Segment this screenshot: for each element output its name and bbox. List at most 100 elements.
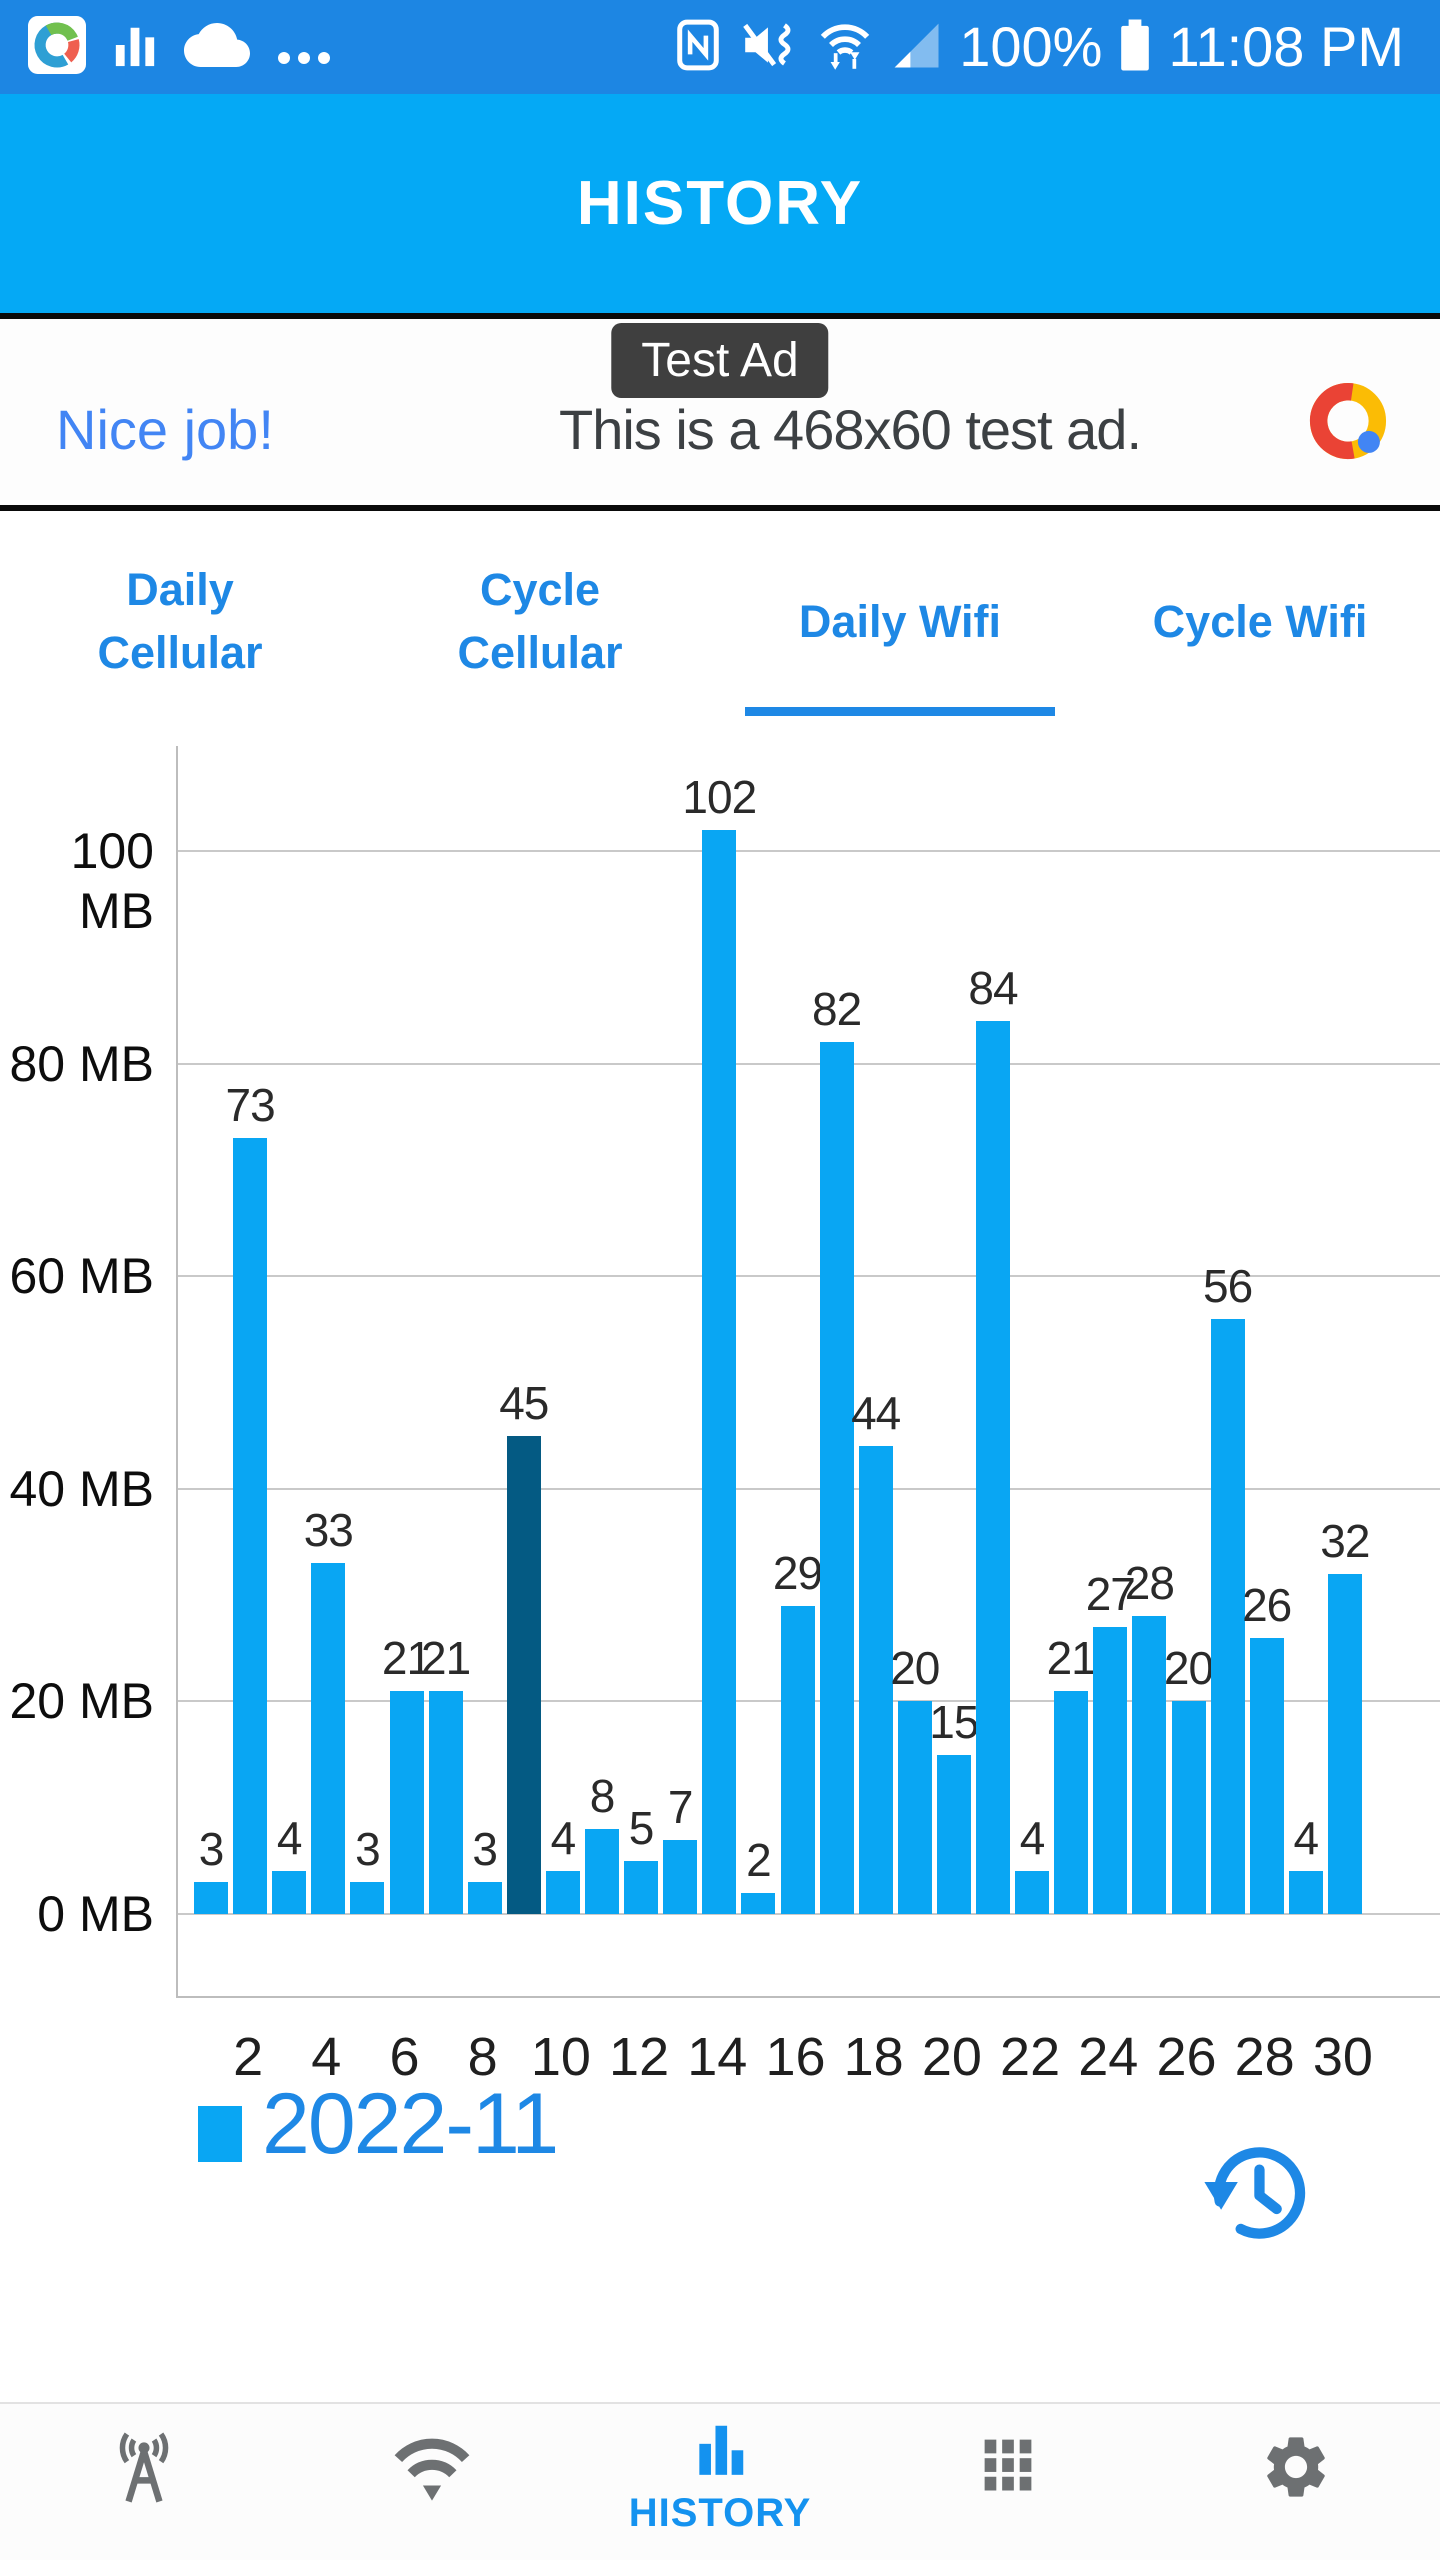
overflow-dots-icon [276, 46, 332, 75]
tab-label: Cycle Wifi [1152, 595, 1368, 647]
bar-day-23[interactable] [1054, 1691, 1089, 1914]
bottom-nav: HISTORY [0, 2402, 1440, 2560]
ad-headline: Nice job! [56, 398, 274, 461]
bar-day-30[interactable] [1327, 1574, 1362, 1914]
legend-swatch [198, 2106, 242, 2162]
tabs: Daily Cellular Cycle Cellular Daily Wifi Cy… [0, 511, 1440, 731]
bar-value-label: 56 [1203, 1260, 1253, 1312]
bar-day-5[interactable] [350, 1882, 385, 1914]
x-axis-label: 18 [843, 2027, 904, 2087]
history-bars-icon [689, 2418, 751, 2485]
nfc-icon [673, 18, 723, 77]
bar-day-11[interactable] [585, 1829, 619, 1914]
bar-day-22[interactable] [1015, 1871, 1050, 1914]
wifi-updown-icon [817, 17, 873, 78]
x-axis-label: 28 [1234, 2027, 1295, 2087]
tab-daily-wifi[interactable]: Daily Wifi [720, 511, 1080, 731]
bar-value-label: 4 [550, 1812, 577, 1864]
mute-vibrate-icon [739, 18, 801, 77]
bar-day-21[interactable] [976, 1021, 1010, 1914]
app-donut-chart-icon [28, 15, 86, 79]
y-grid-line [178, 850, 1440, 852]
bar-day-17[interactable] [819, 1042, 854, 1914]
bar-day-4[interactable] [311, 1563, 346, 1914]
bar-value-label: 4 [1019, 1812, 1046, 1864]
bar-day-2[interactable] [233, 1138, 268, 1914]
y-axis-label: 0 MB [37, 1886, 154, 1942]
bar-day-9[interactable] [506, 1436, 541, 1914]
bar-day-7[interactable] [428, 1691, 463, 1914]
bar-value-label: 21 [381, 1632, 432, 1684]
bar-value-label: 82 [812, 983, 862, 1035]
bar-day-19[interactable] [897, 1701, 932, 1914]
bar-day-29[interactable] [1288, 1871, 1323, 1914]
status-bar-right: 100% 11:08 PM [673, 0, 1404, 94]
bar-day-28[interactable] [1249, 1638, 1284, 1914]
nav-history-label: HISTORY [628, 2491, 812, 2535]
bar-day-24[interactable] [1093, 1627, 1128, 1914]
bar-value-label: 32 [1320, 1515, 1370, 1567]
tab-label: Daily Cellular [97, 564, 263, 678]
bar-day-12[interactable] [624, 1861, 659, 1914]
battery-icon [1118, 17, 1152, 78]
bar-day-16[interactable] [780, 1606, 815, 1914]
y-grid-line [178, 1062, 1440, 1065]
x-axis-label: 12 [609, 2027, 670, 2087]
x-axis-label: 30 [1312, 2027, 1373, 2087]
signal-strength-icon [889, 18, 943, 77]
bar-day-13[interactable] [663, 1840, 698, 1914]
bar-value-label: 73 [225, 1079, 276, 1131]
bar-day-26[interactable] [1171, 1701, 1206, 1914]
tab-cycle-wifi[interactable]: Cycle Wifi [1080, 511, 1440, 731]
tab-daily-cellular[interactable]: Daily Cellular [0, 511, 360, 731]
battery-percent: 100% [959, 15, 1103, 78]
nav-wifi-button[interactable] [288, 2404, 576, 2560]
bar-value-label: 5 [628, 1802, 655, 1854]
ad-test-badge: Test Ad [611, 323, 829, 398]
nav-history-button[interactable]: HISTORY [576, 2404, 864, 2560]
bar-day-14[interactable] [702, 830, 737, 1914]
ad-body-text: This is a 468x60 test ad. [558, 398, 1142, 461]
bar-value-label: 3 [472, 1823, 498, 1875]
bar-day-10[interactable] [545, 1871, 580, 1914]
bar-value-label: 21 [421, 1632, 471, 1684]
app-header: HISTORY [0, 94, 1440, 313]
tab-label: Cycle Cellular [457, 564, 623, 678]
bar-day-27[interactable] [1210, 1319, 1245, 1914]
legend-label: 2022-11 [262, 2076, 559, 2172]
nav-settings-button[interactable] [1152, 2404, 1440, 2560]
bar-value-label: 20 [890, 1642, 940, 1694]
bar-value-label: 4 [276, 1812, 303, 1864]
chart-section: 3 73 4 33 3 21 21 3 45 4 8 5 7 102 2 29 82 44 20 15 84 4 21 27 2… [0, 731, 1440, 2100]
clock-time: 11:08 PM [1168, 15, 1404, 78]
bar-day-15[interactable] [741, 1893, 776, 1914]
x-axis-label: 26 [1156, 2027, 1217, 2087]
bar-day-18[interactable] [858, 1446, 893, 1914]
bar-chart-icon [112, 18, 158, 77]
nav-cellular-button[interactable] [0, 2404, 288, 2560]
ad-banner[interactable]: Test Ad Nice job! This is a 468x60 test … [0, 313, 1440, 511]
history-restore-button[interactable] [1198, 2134, 1316, 2252]
page-title: HISTORY [576, 169, 864, 238]
bar-day-1[interactable] [194, 1882, 228, 1914]
bar-value-label: 44 [851, 1387, 901, 1439]
nav-apps-button[interactable] [864, 2404, 1152, 2560]
wifi-icon [391, 2430, 473, 2509]
bar-value-label: 21 [1046, 1632, 1097, 1684]
bar-day-3[interactable] [272, 1871, 307, 1914]
bar-value-label: 28 [1124, 1557, 1175, 1609]
y-grid-line [178, 1487, 1440, 1490]
x-axis-label: 2 [233, 2027, 264, 2087]
bar-day-20[interactable] [936, 1755, 971, 1914]
x-axis-label: 20 [921, 2027, 982, 2087]
bar-value-label: 3 [355, 1823, 381, 1875]
bar-value-label: 4 [1293, 1812, 1320, 1864]
y-grid-line [178, 1913, 1440, 1915]
bar-day-8[interactable] [467, 1882, 502, 1914]
bar-day-6[interactable] [389, 1691, 424, 1914]
bar-day-25[interactable] [1132, 1616, 1167, 1914]
bar-value-label: 102 [682, 771, 757, 823]
x-axis-label: 22 [1000, 2027, 1061, 2087]
tab-cycle-cellular[interactable]: Cycle Cellular [360, 511, 720, 731]
